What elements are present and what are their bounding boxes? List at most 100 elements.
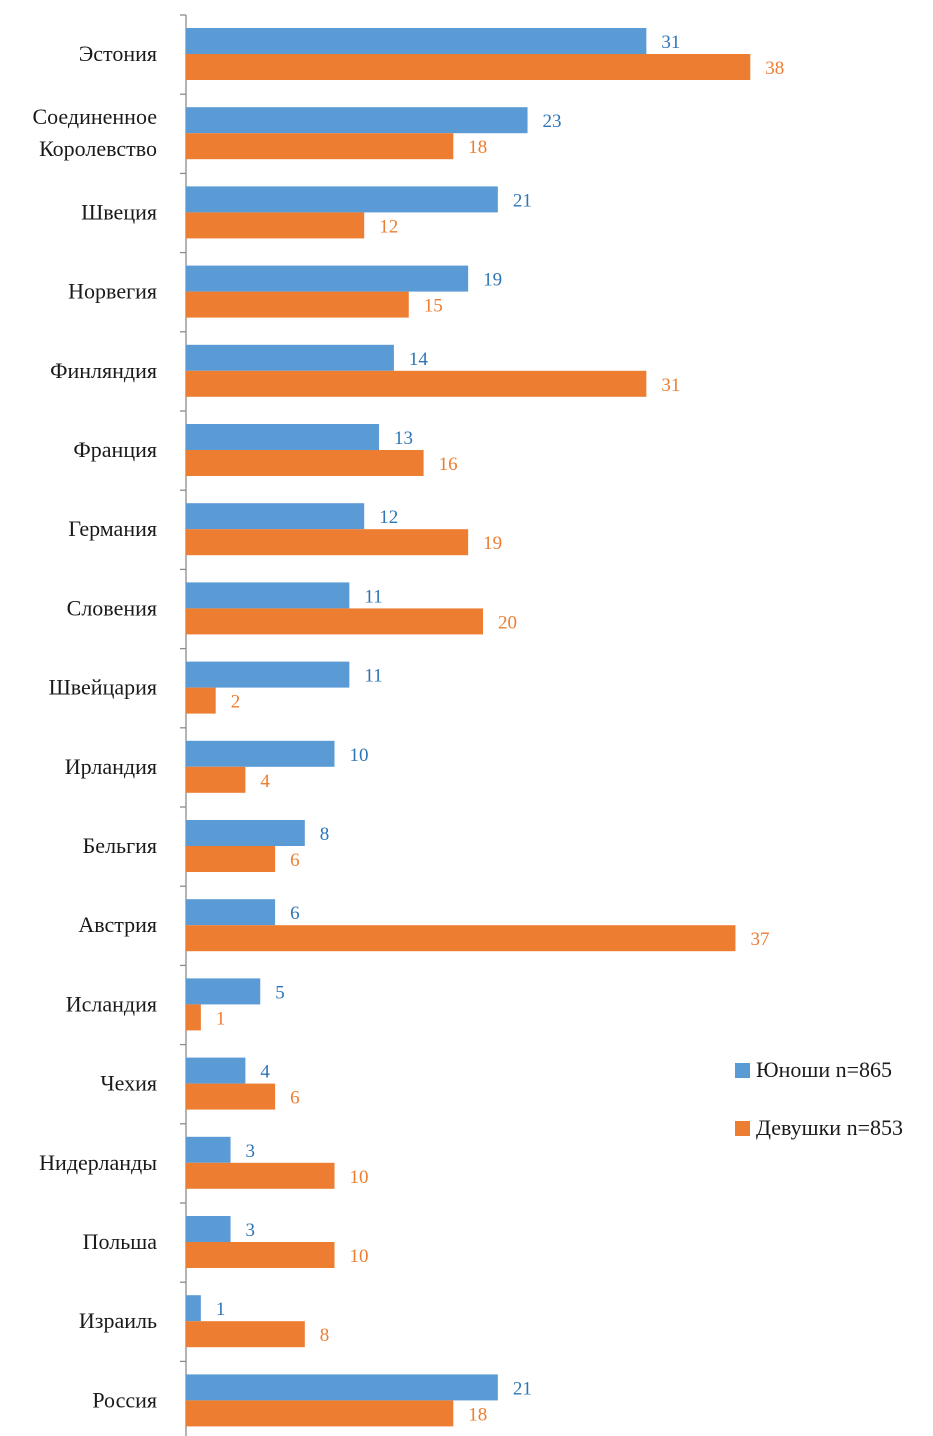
bar-girls bbox=[186, 133, 454, 160]
legend-swatch-girls bbox=[735, 1120, 750, 1136]
bar-girls bbox=[186, 925, 736, 952]
data-label-boys: 3 bbox=[246, 1220, 256, 1241]
bar-boys bbox=[186, 899, 276, 926]
bar-girls bbox=[186, 1004, 201, 1031]
bar-girls bbox=[186, 846, 276, 872]
data-label-boys: 11 bbox=[364, 666, 382, 687]
bar-boys bbox=[186, 28, 647, 54]
data-label-girls: 6 bbox=[290, 850, 300, 871]
category-label: Словения bbox=[67, 595, 157, 620]
category-label: Швеция bbox=[81, 199, 157, 224]
bar-boys bbox=[186, 978, 261, 1005]
category-label: Норвегия bbox=[68, 279, 157, 304]
bar-girls bbox=[186, 54, 751, 80]
bar-boys bbox=[186, 820, 305, 846]
bar-girls bbox=[186, 370, 647, 397]
bar-girls bbox=[186, 1242, 335, 1268]
data-label-girls: 31 bbox=[661, 375, 680, 396]
bar-boys bbox=[186, 1136, 231, 1163]
bar-girls bbox=[186, 1400, 454, 1427]
data-label-girls: 16 bbox=[439, 454, 458, 475]
category-label: Австрия bbox=[78, 912, 157, 937]
category-label: Польша bbox=[83, 1229, 158, 1254]
category-label: Израиль bbox=[79, 1308, 157, 1333]
data-label-girls: 18 bbox=[468, 137, 487, 158]
bar-boys bbox=[186, 503, 365, 530]
data-label-boys: 19 bbox=[483, 270, 502, 291]
bar-girls bbox=[186, 529, 469, 556]
category-label: Чехия bbox=[100, 1071, 157, 1096]
data-label-girls: 18 bbox=[468, 1404, 487, 1425]
legend-item-boys: Юноши n=865 bbox=[735, 1057, 903, 1082]
category-label: Франция bbox=[73, 437, 157, 462]
bar-boys bbox=[186, 1216, 231, 1242]
bar-girls bbox=[186, 1083, 276, 1110]
data-label-girls: 38 bbox=[765, 58, 784, 79]
bar-girls bbox=[186, 291, 409, 318]
category-label: Соединенное bbox=[32, 104, 157, 129]
data-label-boys: 21 bbox=[513, 1378, 532, 1399]
data-label-girls: 10 bbox=[350, 1167, 369, 1188]
category-label: Германия bbox=[68, 516, 157, 541]
bar-boys bbox=[186, 582, 350, 609]
category-label: Ирландия bbox=[65, 754, 157, 779]
category-label: Исландия bbox=[66, 991, 157, 1016]
bar-girls bbox=[186, 687, 216, 714]
data-label-girls: 10 bbox=[350, 1246, 369, 1267]
data-label-girls: 6 bbox=[290, 1088, 300, 1109]
data-label-girls: 37 bbox=[750, 929, 769, 950]
bar-girls bbox=[186, 1162, 335, 1189]
data-label-boys: 31 bbox=[661, 32, 680, 53]
category-label: Бельгия bbox=[83, 833, 157, 858]
bar-boys bbox=[186, 740, 335, 767]
data-label-boys: 4 bbox=[260, 1062, 270, 1083]
data-label-boys: 10 bbox=[350, 745, 369, 766]
category-label: Финляндия bbox=[50, 358, 157, 383]
legend-label-boys: Юноши n=865 bbox=[756, 1057, 893, 1082]
data-label-boys: 23 bbox=[543, 111, 562, 132]
data-label-girls: 8 bbox=[320, 1325, 330, 1346]
bars bbox=[186, 28, 751, 1427]
bar-girls bbox=[186, 608, 483, 635]
bar-girls bbox=[186, 212, 365, 239]
legend-item-girls: Девушки n=853 bbox=[735, 1115, 903, 1140]
data-label-girls: 4 bbox=[260, 771, 270, 792]
bar-boys bbox=[186, 1295, 201, 1322]
data-label-boys: 3 bbox=[246, 1141, 256, 1162]
labels: Эстония 3138СоединенноеКоролевство2318Шве… bbox=[32, 32, 784, 1425]
legend: Юноши n=865 Девушки n=853 bbox=[735, 1057, 903, 1174]
data-label-boys: 21 bbox=[513, 190, 532, 211]
category-label: Россия bbox=[92, 1387, 157, 1412]
data-label-boys: 8 bbox=[320, 824, 330, 845]
category-label: Королевство bbox=[39, 136, 157, 161]
data-label-girls: 12 bbox=[379, 216, 398, 237]
category-label: Нидерланды bbox=[39, 1150, 157, 1175]
data-label-girls: 20 bbox=[498, 612, 517, 633]
data-label-boys: 6 bbox=[290, 903, 300, 924]
bar-boys bbox=[186, 661, 350, 688]
bar-boys bbox=[186, 424, 380, 450]
bar-girls bbox=[186, 1321, 305, 1348]
bar-boys bbox=[186, 107, 528, 134]
category-label: Швейцария bbox=[49, 675, 157, 700]
data-label-girls: 15 bbox=[424, 296, 443, 317]
legend-swatch-boys bbox=[735, 1062, 750, 1078]
bar-boys bbox=[186, 344, 394, 371]
bar-girls bbox=[186, 766, 246, 793]
bar-boys bbox=[186, 265, 469, 292]
bar-boys bbox=[186, 1057, 246, 1084]
data-label-boys: 12 bbox=[379, 507, 398, 528]
bar-girls bbox=[186, 450, 424, 476]
data-label-girls: 2 bbox=[231, 692, 241, 713]
data-label-girls: 19 bbox=[483, 533, 502, 554]
data-label-girls: 1 bbox=[216, 1008, 226, 1029]
data-label-boys: 1 bbox=[216, 1299, 226, 1320]
data-label-boys: 13 bbox=[394, 428, 413, 449]
category-label: Эстония bbox=[79, 41, 157, 66]
data-label-boys: 5 bbox=[275, 982, 285, 1003]
bar-boys bbox=[186, 186, 498, 213]
data-label-boys: 11 bbox=[364, 586, 382, 607]
bar-boys bbox=[186, 1374, 498, 1401]
legend-label-girls: Девушки n=853 bbox=[756, 1115, 903, 1140]
